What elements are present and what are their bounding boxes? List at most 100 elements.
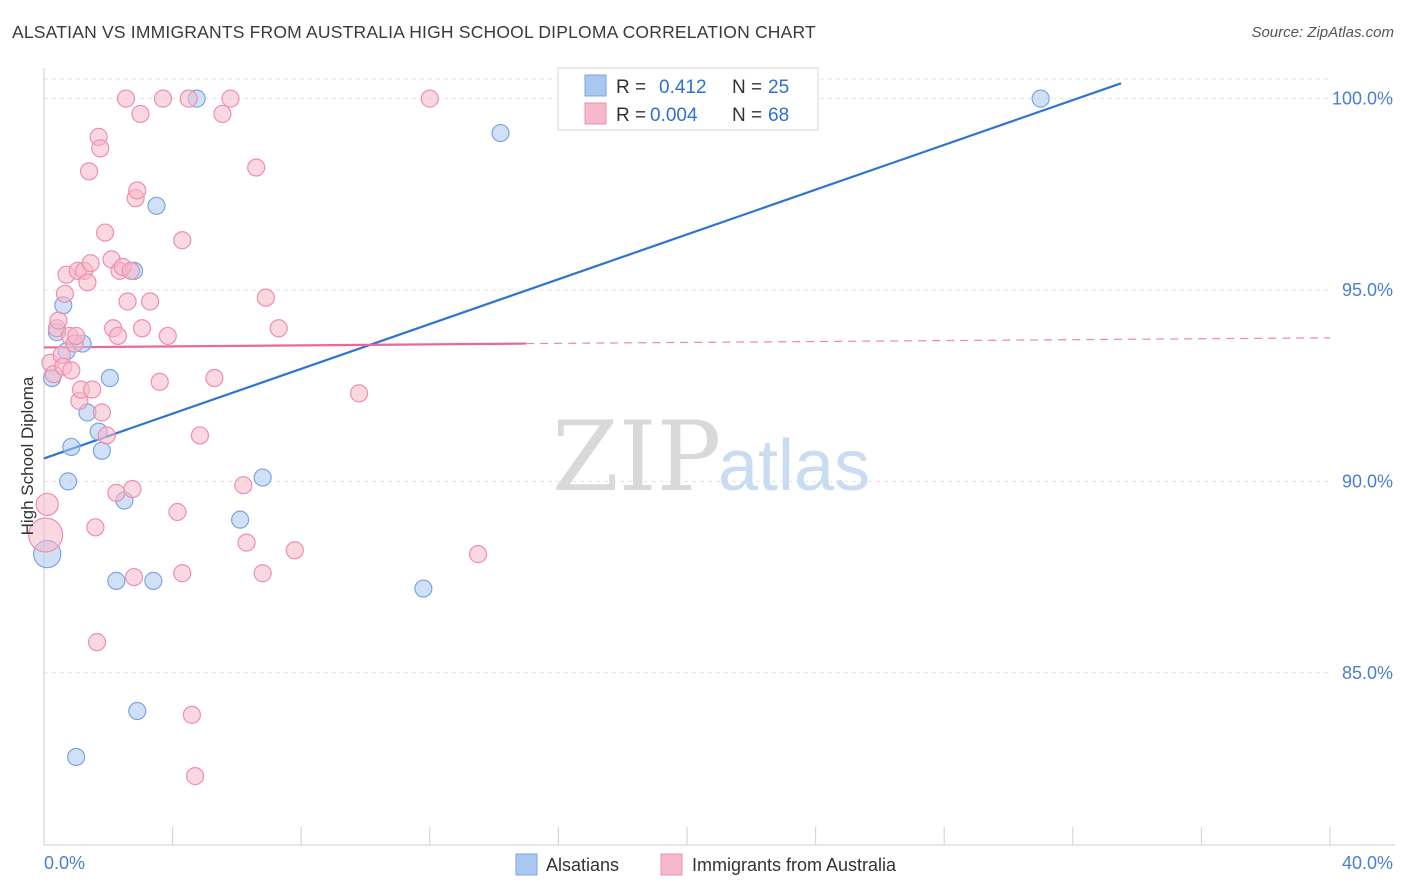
point-immigrants-59 bbox=[237, 533, 256, 552]
source-label: Source: ZipAtlas.com bbox=[1251, 24, 1394, 41]
point-immigrants-19 bbox=[79, 162, 99, 181]
watermark-atlas: atlas bbox=[718, 426, 870, 506]
watermark-zip: ZIP bbox=[552, 401, 721, 513]
point-alsatians-10 bbox=[92, 441, 111, 460]
point-immigrants-63 bbox=[269, 319, 288, 338]
legend-n-value-1: 25 bbox=[768, 77, 789, 98]
point-immigrants-25 bbox=[91, 139, 110, 158]
trend-lines bbox=[43, 82, 1331, 460]
point-alsatians-11 bbox=[100, 368, 120, 388]
point-immigrants-23 bbox=[87, 633, 107, 652]
point-immigrants-46 bbox=[153, 89, 173, 108]
legend-box: R = 0.412 N = 25 R = 0.004 N = 68 bbox=[557, 67, 819, 131]
point-immigrants-43 bbox=[132, 319, 152, 338]
y-tick-label-85: 85.0% bbox=[1342, 663, 1393, 683]
point-alsatians-5 bbox=[59, 472, 78, 491]
point-immigrants-5 bbox=[49, 311, 68, 330]
legend-r-label-2: R = bbox=[616, 105, 646, 126]
legend-n-label-1: N = bbox=[732, 77, 762, 98]
point-immigrants-37 bbox=[121, 261, 140, 280]
point-immigrants-35 bbox=[116, 89, 136, 108]
point-immigrants-67 bbox=[468, 545, 488, 564]
grid-lines bbox=[44, 78, 1330, 674]
point-immigrants-60 bbox=[247, 158, 266, 177]
bottom-legend: Alsatians Immigrants from Australia bbox=[515, 853, 897, 876]
trend-line-series-0 bbox=[43, 82, 1122, 460]
point-immigrants-32 bbox=[108, 326, 128, 346]
point-immigrants-0 bbox=[28, 517, 64, 553]
legend-swatch-immigrants bbox=[584, 102, 607, 125]
point-alsatians-12 bbox=[107, 571, 126, 590]
legend-r-value-1: 0.412 bbox=[659, 77, 707, 98]
point-immigrants-45 bbox=[150, 372, 169, 391]
point-immigrants-64 bbox=[285, 541, 304, 560]
point-alsatians-24 bbox=[1031, 89, 1050, 108]
point-immigrants-31 bbox=[107, 483, 126, 502]
point-immigrants-44 bbox=[140, 292, 160, 311]
y-tick-label-90: 90.0% bbox=[1342, 471, 1393, 491]
point-alsatians-6 bbox=[62, 437, 81, 457]
point-immigrants-58 bbox=[234, 476, 253, 495]
point-alsatians-22 bbox=[414, 579, 433, 598]
point-immigrants-26 bbox=[92, 403, 111, 422]
point-immigrants-57 bbox=[221, 89, 240, 108]
chart-title: ALSATIAN VS IMMIGRANTS FROM AUSTRALIA HI… bbox=[12, 22, 816, 42]
point-alsatians-17 bbox=[147, 196, 166, 215]
point-immigrants-49 bbox=[173, 564, 192, 583]
point-immigrants-61 bbox=[253, 564, 272, 583]
x-tick-labels: 0.0% 40.0% bbox=[44, 853, 1393, 873]
point-immigrants-66 bbox=[420, 89, 439, 108]
point-immigrants-65 bbox=[349, 384, 369, 403]
point-immigrants-22 bbox=[86, 518, 105, 537]
bottom-legend-label-alsatians: Alsatians bbox=[546, 855, 619, 875]
data-points bbox=[28, 89, 1050, 786]
point-immigrants-11 bbox=[62, 361, 81, 380]
point-immigrants-50 bbox=[173, 231, 192, 250]
point-alsatians-23 bbox=[491, 123, 510, 143]
point-immigrants-53 bbox=[186, 767, 205, 786]
point-immigrants-39 bbox=[124, 567, 144, 587]
point-immigrants-54 bbox=[190, 426, 210, 445]
point-alsatians-20 bbox=[253, 468, 272, 487]
point-alsatians-19 bbox=[231, 510, 250, 529]
watermark: ZIP atlas bbox=[552, 401, 870, 513]
legend-n-value-2: 68 bbox=[768, 105, 789, 126]
point-immigrants-18 bbox=[78, 273, 97, 292]
point-immigrants-51 bbox=[179, 89, 198, 108]
point-alsatians-21 bbox=[67, 747, 86, 767]
point-immigrants-21 bbox=[83, 380, 102, 399]
point-immigrants-8 bbox=[55, 284, 74, 303]
x-tick-label-max: 40.0% bbox=[1342, 853, 1393, 873]
point-immigrants-47 bbox=[158, 326, 177, 346]
x-tick-label-min: 0.0% bbox=[44, 853, 85, 873]
legend-n-label-2: N = bbox=[732, 105, 762, 126]
point-alsatians-16 bbox=[144, 571, 163, 590]
y-axis-title: High School Diploma bbox=[18, 376, 37, 535]
point-immigrants-42 bbox=[131, 104, 150, 124]
legend-swatch-alsatians bbox=[584, 74, 607, 97]
point-alsatians-15 bbox=[128, 701, 147, 721]
legend-r-label-1: R = bbox=[616, 77, 646, 98]
bottom-legend-swatch-immigrants bbox=[660, 853, 683, 876]
point-immigrants-48 bbox=[168, 502, 187, 522]
point-immigrants-13 bbox=[67, 326, 86, 346]
y-tick-label-95: 95.0% bbox=[1342, 280, 1393, 300]
bottom-legend-label-immigrants: Immigrants from Australia bbox=[692, 855, 897, 875]
point-immigrants-62 bbox=[256, 288, 275, 307]
point-immigrants-20 bbox=[81, 254, 100, 273]
point-immigrants-27 bbox=[95, 223, 115, 242]
point-immigrants-1 bbox=[35, 492, 59, 516]
bottom-legend-swatch-alsatians bbox=[515, 853, 538, 876]
trend-line-dashed-series-1 bbox=[526, 337, 1331, 345]
axes bbox=[43, 68, 1395, 846]
trend-line-series-1 bbox=[43, 342, 527, 349]
point-immigrants-36 bbox=[118, 292, 137, 311]
legend-r-value-2: 0.004 bbox=[650, 105, 698, 126]
y-tick-labels: 85.0% 90.0% 95.0% 100.0% bbox=[1332, 89, 1393, 683]
point-immigrants-56 bbox=[213, 104, 232, 124]
point-immigrants-41 bbox=[128, 181, 147, 200]
point-immigrants-28 bbox=[97, 426, 116, 445]
point-immigrants-52 bbox=[182, 705, 201, 724]
point-immigrants-38 bbox=[123, 479, 142, 499]
